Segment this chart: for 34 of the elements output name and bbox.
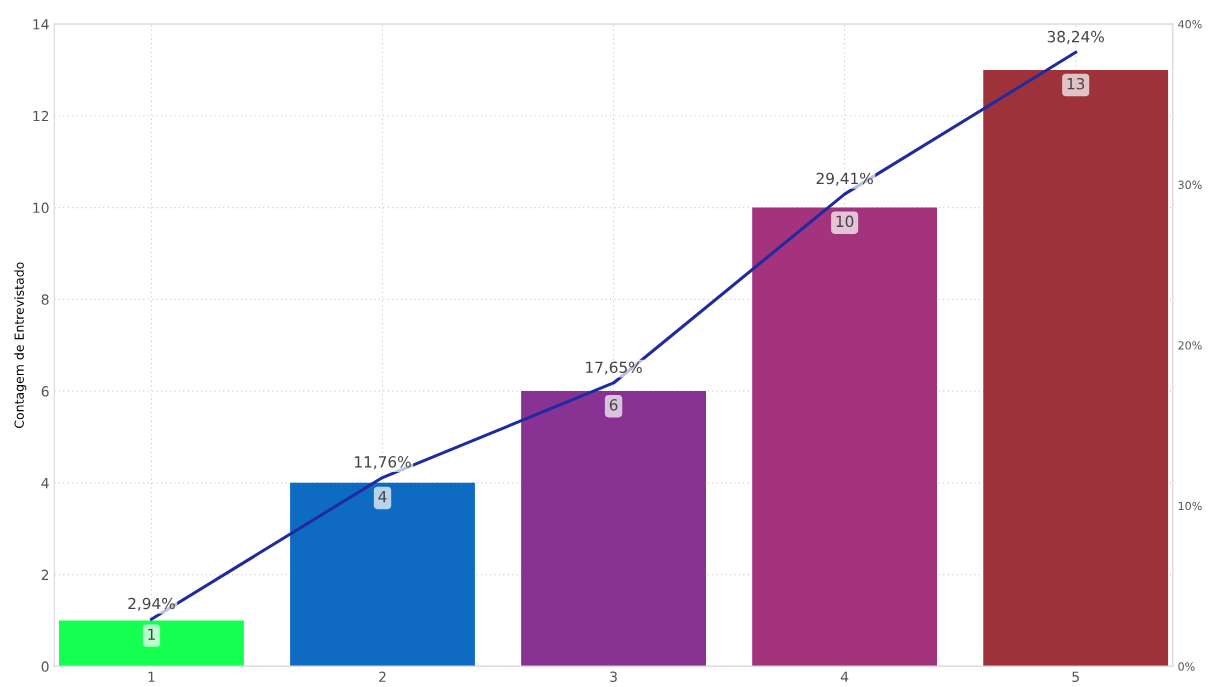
y2-tick-label: 30% — [1178, 180, 1202, 190]
data-label: 38,24% — [1047, 30, 1104, 44]
y-tick-label: 8 — [41, 294, 49, 305]
y2-tick-label: 40% — [1178, 20, 1202, 29]
y2-tick-label: 10% — [1178, 501, 1202, 511]
y-tick-label: 0 — [41, 661, 49, 672]
data-label: 29,41% — [816, 172, 873, 186]
data-label: 11,76% — [355, 456, 411, 470]
data-label: 13 — [1067, 77, 1085, 90]
x-tick-label: 5 — [1072, 671, 1079, 682]
y-tick-label: 14 — [33, 19, 49, 30]
x-tick-label: 3 — [610, 671, 617, 682]
y-tick-label: 10 — [33, 202, 49, 214]
bar — [521, 391, 706, 667]
bar — [59, 620, 244, 667]
bar — [752, 207, 938, 667]
y-tick-label: 12 — [33, 110, 49, 122]
y-tick-label: 4 — [41, 478, 49, 489]
x-tick-label: 4 — [840, 671, 849, 682]
data-label: 2,94% — [128, 597, 175, 611]
bar — [983, 69, 1169, 667]
data-label: 6 — [609, 399, 618, 411]
y2-tick-label: 20% — [1178, 341, 1202, 350]
data-label: 17,65% — [586, 361, 642, 375]
bar — [290, 482, 475, 667]
y-tick-label: 6 — [41, 386, 49, 397]
y2-tick-label: 0% — [1178, 662, 1195, 671]
data-label: 4 — [378, 491, 387, 503]
x-tick-label: 2 — [379, 671, 386, 682]
x-tick-label: 1 — [148, 671, 155, 682]
y-tick-label: 2 — [41, 569, 49, 580]
data-label: 1 — [148, 628, 155, 640]
y-axis-title: Contagem de Entrevistado — [14, 262, 27, 429]
data-label: 10 — [836, 215, 854, 228]
